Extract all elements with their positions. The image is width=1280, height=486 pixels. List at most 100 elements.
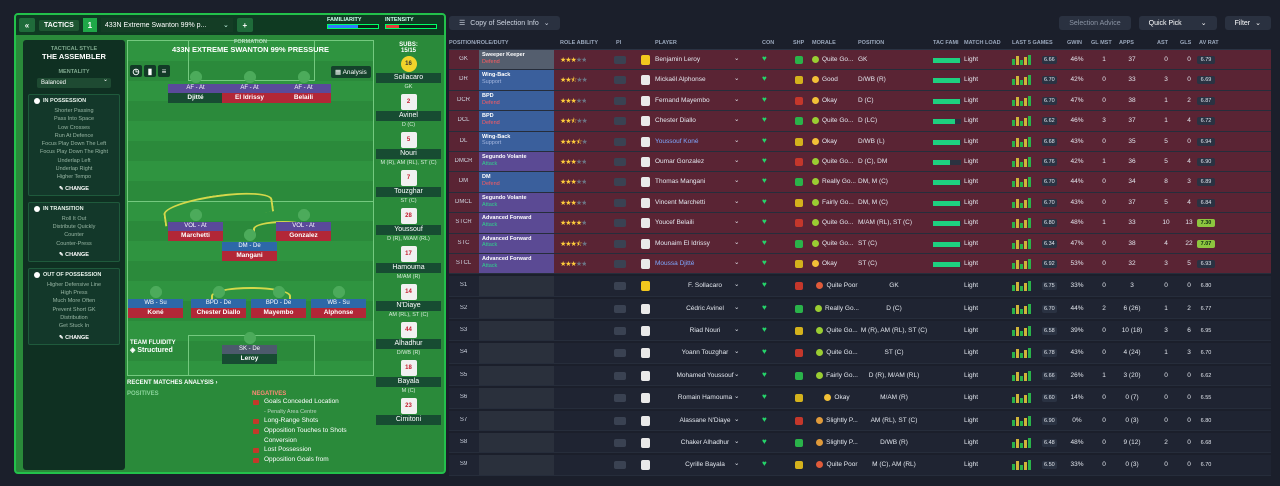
pi-icon[interactable] [614, 282, 626, 291]
chevron-down-icon[interactable]: ⌄ [734, 218, 740, 226]
change-out-of-possession-button[interactable]: ✎ CHANGE [59, 334, 89, 341]
sub-player[interactable]: 2 Avinel D (C) [376, 94, 441, 130]
pi-icon[interactable] [614, 178, 626, 187]
pi-icon[interactable] [614, 56, 626, 64]
table-row[interactable]: DL Wing-Back Support ★★★⯪★ Youssouf Koné ⌄ ♥ Ok… [449, 131, 1271, 152]
column-header[interactable]: GWIN [1067, 39, 1082, 46]
player-name[interactable]: F. Sollacaro [688, 282, 722, 290]
chevron-down-icon[interactable]: ⌄ [734, 75, 740, 83]
column-header[interactable]: MORALE [812, 39, 836, 46]
pi-icon[interactable] [614, 461, 626, 470]
role-duty-select[interactable]: Advanced Forward Attack [479, 233, 554, 253]
table-row[interactable]: S4 Yoann Touzghar ⌄ ♥ Quite Go... ST (C) Light… [449, 343, 1271, 364]
chevron-down-icon[interactable]: ⌄ [734, 393, 740, 401]
table-row[interactable]: DMCL Segundo Volante Attack ★★★★★ Vincent Ma… [449, 192, 1271, 214]
back-button[interactable]: « [19, 18, 35, 32]
add-tactic-button[interactable]: + [236, 18, 253, 32]
table-row[interactable]: DCL BPD Defend ★★⯪★★ Chester Diallo ⌄ ♥ Quite G… [449, 111, 1271, 132]
lineup-icon[interactable]: ≡ [158, 65, 170, 77]
pi-icon[interactable] [614, 219, 626, 228]
column-header[interactable]: SHP [793, 39, 805, 46]
pi-icon[interactable] [614, 416, 626, 425]
player-name[interactable]: Riad Nouri [689, 327, 721, 335]
player-name[interactable]: Chaker Alhadhur [680, 439, 730, 447]
sub-player[interactable]: 7 Touzghar ST (C) [376, 170, 441, 206]
chevron-down-icon[interactable]: ⌄ [734, 258, 740, 266]
table-row[interactable]: GK Sweeper Keeper Defend ★★★★★ Benjamin Lero… [449, 50, 1271, 71]
column-header[interactable]: GLS [1180, 39, 1192, 46]
change-in-possession-button[interactable]: ✎ CHANGE [59, 185, 89, 192]
chevron-down-icon[interactable]: ⌄ [734, 415, 740, 423]
sub-player[interactable]: 16 Sollacaro GK [376, 56, 441, 92]
player-name[interactable]: Cyrille Bayala [685, 461, 725, 469]
bar-chart-icon[interactable]: ▮ [144, 65, 156, 77]
pi-icon[interactable] [614, 259, 626, 268]
column-header[interactable]: MATCH LOAD [964, 39, 1001, 46]
sub-player[interactable]: 18 Bayala M (C) [376, 360, 441, 396]
role-duty-select[interactable]: BPD Defend [479, 111, 554, 131]
player-name[interactable]: Mounaim El Idrissy [655, 239, 710, 247]
table-row[interactable]: S6 Romain Hamouma ⌄ ♥ Okay M/AM (R) Light 6.60 1… [449, 388, 1271, 409]
table-row[interactable]: S3 Riad Nouri ⌄ ♥ Quite Go... M (R), AM (RL),… [449, 321, 1271, 342]
tactical-style-value[interactable]: THE ASSEMBLER [42, 52, 106, 61]
pi-icon[interactable] [614, 371, 626, 380]
pitch-player[interactable]: WB - Su Alphonse [311, 285, 366, 318]
chevron-down-icon[interactable]: ⌄ [734, 55, 740, 62]
sub-player[interactable]: 17 Hamouma M/AM (R) [376, 246, 441, 282]
player-name[interactable]: Romain Hamouma [677, 394, 733, 402]
pi-icon[interactable] [614, 96, 626, 105]
player-name[interactable]: Benjamin Leroy [655, 56, 701, 63]
pi-icon[interactable] [614, 349, 626, 358]
player-name[interactable]: Thomas Mangani [655, 178, 706, 186]
column-header[interactable]: GL MST [1091, 39, 1112, 46]
pitch-player[interactable]: SK - De Leroy [222, 331, 277, 364]
table-row[interactable]: S1 F. Sollacaro ⌄ ♥ Quite Poor GK Light 6.75 33%… [449, 276, 1271, 297]
chevron-down-icon[interactable]: ⌄ [734, 238, 740, 246]
column-header[interactable]: PI [616, 39, 622, 46]
pi-icon[interactable] [614, 394, 626, 403]
table-row[interactable]: DR Wing-Back Support ★★⯪★★ Mickaël Alphonse ⌄… [449, 70, 1271, 91]
sub-player[interactable]: 14 N'Diaye AM (RL), ST (C) [376, 284, 441, 320]
chevron-down-icon[interactable]: ⌄ [734, 116, 740, 124]
chevron-down-icon[interactable]: ⌄ [734, 95, 740, 103]
column-header[interactable]: CON [762, 39, 775, 46]
column-header[interactable]: LAST 5 GAMES [1012, 39, 1053, 46]
role-duty-select[interactable]: DM Defend [479, 172, 554, 192]
pi-icon[interactable] [614, 439, 626, 448]
chevron-down-icon[interactable]: ⌄ [734, 177, 740, 185]
player-name[interactable]: Fernand Mayembo [655, 96, 710, 104]
pitch-player[interactable]: AF - At Belaili [276, 70, 331, 103]
table-row[interactable]: S8 Chaker Alhadhur ⌄ ♥ Slightly P... D/WB (R)… [449, 433, 1271, 454]
player-name[interactable]: Youssouf Koné [655, 137, 699, 145]
player-name[interactable]: Oumar Gonzalez [655, 157, 705, 165]
formation-name[interactable]: 433N EXTREME SWANTON 99% PRESSURE [172, 45, 329, 54]
column-header[interactable]: AV RAT [1199, 39, 1219, 46]
sub-player[interactable]: 44 Alhadhur D/WB (R) [376, 322, 441, 358]
player-name[interactable]: Alassane N'Diaye [679, 416, 731, 424]
chevron-down-icon[interactable]: ⌄ [734, 438, 740, 446]
tactic-slot-number[interactable]: 1 [82, 18, 97, 32]
mentality-select[interactable]: Balanced [37, 76, 111, 88]
chevron-down-icon[interactable]: ⌄ [734, 197, 740, 205]
pi-icon[interactable] [614, 239, 626, 248]
player-name[interactable]: Chester Diallo [655, 117, 696, 125]
column-header[interactable]: POSITION [858, 39, 885, 46]
table-row[interactable]: S5 Mohamed Youssouf ⌄ ♥ Fairly Go... D (R), M… [449, 365, 1271, 387]
pitch-player[interactable]: BPD - De Chester Diallo [191, 285, 246, 318]
chevron-down-icon[interactable]: ⌄ [734, 136, 740, 144]
quick-pick-button[interactable]: Quick Pick ⌄ [1138, 16, 1217, 30]
pi-icon[interactable] [614, 157, 626, 166]
pitch-player[interactable]: AF - At Djitté [168, 70, 223, 103]
table-row[interactable]: S7 Alassane N'Diaye ⌄ ♥ Slightly P... AM (RL)… [449, 410, 1271, 432]
sub-player[interactable]: 5 Nouri M (R), AM (RL), ST (C) [376, 132, 441, 168]
chevron-down-icon[interactable]: ⌄ [734, 281, 740, 289]
sub-player[interactable]: 23 Cimitoni [376, 398, 441, 434]
role-duty-select[interactable]: Wing-Back Support [479, 70, 554, 90]
pi-icon[interactable] [614, 76, 626, 85]
role-duty-select[interactable]: Segundo Volante Attack [479, 151, 554, 172]
tactic-selector[interactable]: 433N Extreme Swanton 99% p... ⌄ [100, 18, 233, 32]
table-row[interactable]: S2 Cédric Avinel ⌄ ♥ Really Go... D (C) Light 6… [449, 298, 1271, 320]
table-row[interactable]: STCR Advanced Forward Attack ★★★★★ Youcef Be… [449, 213, 1271, 234]
analysis-button[interactable]: ▦ Analysis [331, 66, 371, 78]
chevron-down-icon[interactable]: ⌄ [734, 460, 740, 468]
